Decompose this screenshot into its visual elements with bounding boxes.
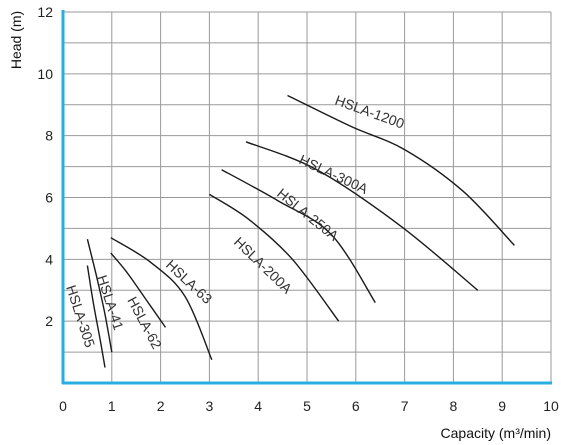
curve-label-hsla-250a: HSLA-250A [274,185,342,244]
curve-label-hsla-1200: HSLA-1200 [333,92,407,132]
curve-label-hsla-305: HSLA-305 [63,283,98,350]
curve-hsla-63 [110,237,213,361]
curve-hsla-1200 [287,94,515,246]
y-tick-label: 10 [37,66,53,82]
curve-label-hsla-41: HSLA-41 [94,273,127,332]
curve-hsla-300a [245,141,479,291]
curve-hsla-200a [209,193,340,322]
curve-label-hsla-300a: HSLA-300A [297,151,371,197]
y-tick-label: 8 [45,128,53,144]
y-tick-label: 12 [37,4,53,20]
x-tick-label: 3 [206,398,214,414]
chart-axes [61,10,552,385]
curve-hsla-41 [86,239,113,353]
y-tick-label: 6 [45,190,53,206]
x-tick-label: 9 [498,398,506,414]
x-tick-label: 6 [352,398,360,414]
x-tick-label: 4 [254,398,262,414]
x-tick-label: 10 [543,398,559,414]
x-tick-label: 0 [59,398,67,414]
chart-curves [86,94,515,368]
y-tick-label: 2 [45,313,53,329]
curve-label-hsla-63: HSLA-63 [163,256,216,307]
curve-hsla-305 [86,265,106,368]
x-axis-title: Capacity (m³/min) [441,425,551,441]
curve-label-hsla-62: HSLA-62 [124,294,165,352]
x-tick-label: 7 [401,398,409,414]
curve-label-hsla-200a: HSLA-200A [231,234,296,297]
x-tick-label: 8 [450,398,458,414]
x-tick-label: 1 [108,398,116,414]
curve-hsla-62 [110,252,167,328]
x-tick-label: 5 [303,398,311,414]
chart-grid [63,11,552,383]
y-tick-label: 4 [45,251,53,267]
curve-hsla-250a [221,169,376,303]
y-axis-title: Head (m) [8,11,24,69]
x-tick-label: 2 [157,398,165,414]
